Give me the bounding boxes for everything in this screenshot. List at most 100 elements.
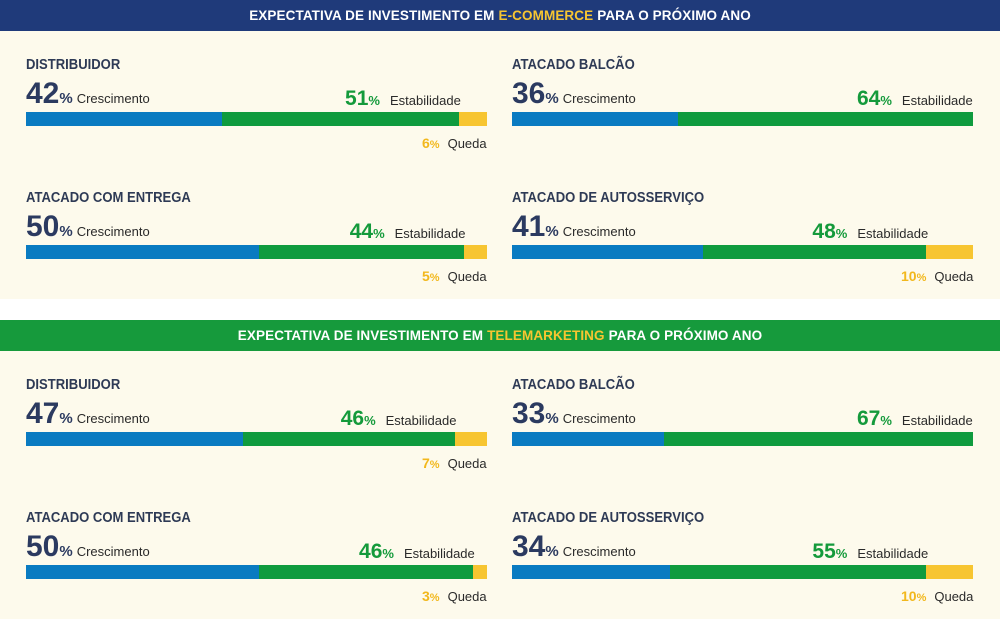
bar-segment-growth — [26, 245, 259, 259]
bar-segment-stability — [258, 245, 464, 259]
decline-text: Queda — [447, 456, 487, 471]
bar-segment-growth — [512, 112, 678, 126]
decline-pct-sign: % — [916, 272, 927, 284]
decline-pct-sign: % — [429, 459, 440, 471]
decline-label: 7% Queda — [422, 455, 487, 471]
decline-text: Queda — [934, 269, 974, 284]
growth-pct-sign: % — [59, 543, 73, 560]
stability-label: 67% Estabilidade — [857, 407, 973, 431]
bar-segment-growth — [26, 565, 259, 579]
stability-text: Estabilidade — [857, 546, 929, 561]
decline-text: Queda — [934, 589, 974, 604]
bar-segment-decline — [926, 565, 973, 579]
bar-segment-decline — [459, 112, 487, 126]
stability-pct-sign: % — [835, 226, 848, 241]
bar-segment-stability — [670, 565, 927, 579]
stacked-bar — [512, 112, 973, 126]
growth-pct-sign: % — [545, 543, 559, 560]
bar-segment-growth — [512, 245, 703, 259]
segment-title: DISTRIBUIDOR — [26, 57, 121, 73]
stability-value: 64 — [857, 87, 881, 110]
segment-card: ATACADO COM ENTREGA 50% Crescimento 46% Esta… — [26, 510, 487, 620]
segment-title: ATACADO DE AUTOSSERVIÇO — [512, 190, 705, 206]
growth-value: 33 — [512, 397, 546, 430]
stability-text: Estabilidade — [857, 226, 929, 241]
decline-value: 10 — [901, 268, 917, 284]
growth-value: 50 — [26, 530, 60, 563]
stability-text: Estabilidade — [394, 226, 466, 241]
segment-card: ATACADO COM ENTREGA 50% Crescimento 44% Esta… — [26, 190, 487, 300]
growth-pct-sign: % — [59, 223, 73, 240]
growth-text: Crescimento — [562, 544, 636, 559]
segment-card: DISTRIBUIDOR 47% Crescimento 46% Estabilidad… — [26, 377, 487, 487]
growth-label: 41% Crescimento — [512, 212, 636, 242]
decline-pct-sign: % — [429, 139, 440, 151]
bar-segment-growth — [26, 112, 222, 126]
decline-text: Queda — [447, 269, 487, 284]
decline-value: 10 — [901, 588, 917, 604]
stability-label: 48% Estabilidade — [812, 220, 928, 244]
growth-text: Crescimento — [562, 411, 636, 426]
stability-value: 55 — [812, 540, 836, 563]
stability-label: 44% Estabilidade — [350, 220, 466, 244]
bar-segment-growth — [512, 432, 665, 446]
growth-text: Crescimento — [76, 224, 150, 239]
growth-value: 41 — [512, 210, 546, 243]
decline-value: 6 — [422, 135, 430, 151]
stability-pct-sign: % — [835, 546, 848, 561]
header-title-post: PARA O PRÓXIMO ANO — [597, 8, 751, 23]
header-title-post: PARA O PRÓXIMO ANO — [608, 328, 763, 343]
growth-pct-sign: % — [545, 410, 559, 427]
bar-segment-growth — [26, 432, 243, 446]
stability-label: 55% Estabilidade — [812, 540, 928, 564]
bar-segment-growth — [512, 565, 671, 579]
decline-label: 10% Queda — [901, 268, 973, 284]
growth-value: 47 — [26, 397, 60, 430]
stacked-bar — [26, 245, 487, 259]
segment-title: ATACADO COM ENTREGA — [26, 510, 191, 526]
segment-title: ATACADO BALCÃO — [512, 57, 635, 73]
segment-card: ATACADO DE AUTOSSERVIÇO 41% Crescimento 48%… — [512, 190, 973, 300]
segment-card: ATACADO DE AUTOSSERVIÇO 34% Crescimento 55%… — [512, 510, 973, 620]
growth-label: 33% Crescimento — [512, 399, 636, 429]
growth-text: Crescimento — [76, 544, 150, 559]
header-title-highlight: TELEMARKETING — [487, 328, 605, 343]
stability-text: Estabilidade — [389, 93, 461, 108]
segment-card: ATACADO BALCÃO 33% Crescimento 67% Estabilid… — [512, 377, 973, 487]
bar-segment-decline — [454, 432, 487, 446]
segment-title: DISTRIBUIDOR — [26, 377, 121, 393]
stacked-bar — [26, 565, 487, 579]
stability-text: Estabilidade — [901, 413, 973, 428]
stability-pct-sign: % — [880, 93, 892, 108]
decline-text: Queda — [447, 589, 487, 604]
stability-value: 46 — [340, 407, 365, 430]
bar-segment-stability — [258, 565, 474, 579]
stability-value: 48 — [812, 220, 836, 243]
growth-value: 34 — [512, 530, 546, 563]
bar-segment-decline — [473, 565, 487, 579]
segment-title: ATACADO BALCÃO — [512, 377, 635, 393]
stacked-bar — [26, 112, 487, 126]
stability-label: 46% Estabilidade — [341, 407, 457, 431]
growth-pct-sign: % — [545, 223, 559, 240]
growth-value: 36 — [512, 77, 546, 110]
bar-segment-decline — [463, 245, 487, 259]
stacked-bar — [512, 432, 973, 446]
growth-pct-sign: % — [545, 90, 559, 107]
decline-label: 3% Queda — [422, 588, 487, 604]
bar-segment-stability — [221, 112, 460, 126]
stability-value: 67 — [857, 407, 881, 430]
section-header: EXPECTATIVA DE INVESTIMENTO EM E-COMMERCE… — [0, 0, 1000, 31]
growth-value: 42 — [26, 77, 60, 110]
stability-text: Estabilidade — [385, 413, 457, 428]
header-title-highlight: E-COMMERCE — [498, 8, 594, 23]
stacked-bar — [26, 432, 487, 446]
bar-segment-stability — [664, 432, 973, 446]
decline-text: Queda — [447, 136, 487, 151]
bar-segment-stability — [677, 112, 973, 126]
stability-pct-sign: % — [382, 546, 394, 561]
segment-title: ATACADO COM ENTREGA — [26, 190, 191, 206]
growth-label: 34% Crescimento — [512, 532, 636, 562]
segment-card: DISTRIBUIDOR 42% Crescimento 51% Estabilidad… — [26, 57, 487, 167]
decline-value: 7 — [422, 455, 430, 471]
